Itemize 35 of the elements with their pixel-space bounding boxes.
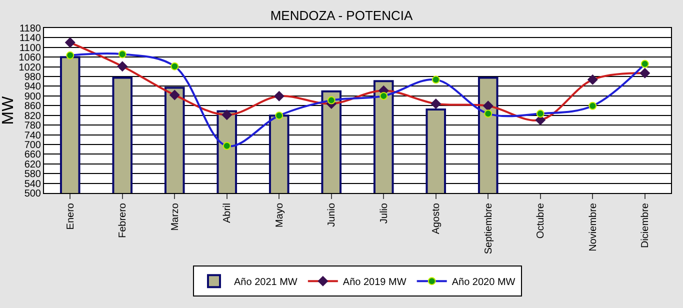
y-tick-label: 660 — [24, 150, 42, 161]
y-tick-label: 740 — [24, 130, 42, 142]
y-tick-label: 1140 — [19, 33, 42, 44]
x-tick-label: Diciembre — [640, 202, 652, 248]
y-tick-label: 500 — [24, 188, 42, 200]
x-tick-label: Febrero — [118, 202, 129, 238]
y-tick-label: 900 — [24, 91, 42, 102]
x-tick-label: Noviembre — [588, 202, 599, 252]
y-tick-label: 780 — [24, 120, 42, 132]
y-tick-label: 940 — [24, 82, 42, 93]
y-tick-label: 1060 — [18, 52, 42, 64]
y-tick-label: 820 — [24, 110, 42, 122]
y-tick-label: 1180 — [19, 24, 42, 34]
x-tick-label: Septiembre — [483, 202, 494, 254]
legend-label: Año 2019 MW — [342, 277, 407, 288]
y-tick-label: 700 — [24, 140, 42, 151]
x-tick-label: Enero — [65, 202, 76, 230]
x-tick-label: Marzo — [170, 202, 181, 231]
x-tick-label: Agosto — [431, 202, 442, 234]
y-tick-label: 580 — [24, 169, 42, 180]
y-tick-label: 860 — [24, 101, 42, 112]
x-tick-label: Mayo — [274, 202, 286, 228]
y-axis-title: MW — [0, 95, 17, 125]
y-tick-label: 620 — [24, 159, 42, 170]
x-tick-label: Junio — [326, 202, 338, 227]
y-tick-label: 1100 — [19, 42, 42, 54]
x-tick-label: Octubre — [536, 202, 547, 239]
legend-label: Año 2021 MW — [234, 277, 298, 288]
x-tick-label: Abril — [222, 203, 234, 224]
x-tick-label: Julio — [378, 202, 390, 224]
y-tick-label: 980 — [24, 72, 42, 84]
chart-title: MENDOZA - POTENCIA — [270, 8, 413, 23]
y-tick-label: 540 — [24, 178, 42, 190]
y-tick-label: 1020 — [18, 62, 42, 74]
legend-label: Año 2020 MW — [452, 277, 516, 288]
